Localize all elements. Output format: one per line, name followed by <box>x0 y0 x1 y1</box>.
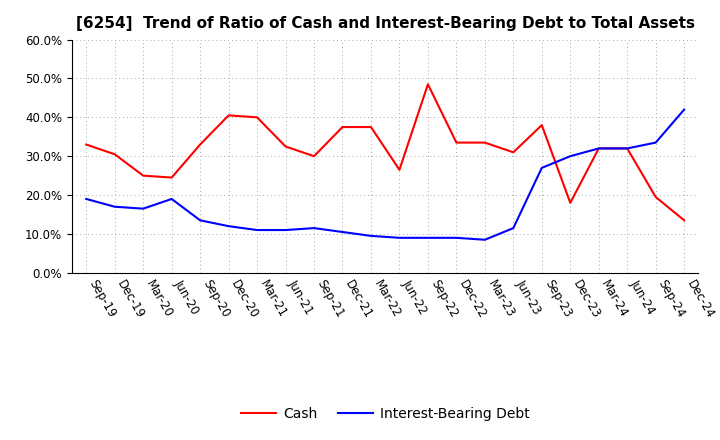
Cash <box>82 142 91 147</box>
Interest-Bearing Debt <box>480 237 489 242</box>
Cash <box>452 140 461 145</box>
Cash <box>196 142 204 147</box>
Interest-Bearing Debt <box>423 235 432 240</box>
Interest-Bearing Debt <box>395 235 404 240</box>
Legend: Cash, Interest-Bearing Debt: Cash, Interest-Bearing Debt <box>235 401 535 426</box>
Cash <box>537 122 546 128</box>
Cash <box>395 167 404 172</box>
Cash <box>282 144 290 149</box>
Interest-Bearing Debt <box>253 227 261 233</box>
Cash <box>167 175 176 180</box>
Interest-Bearing Debt <box>196 218 204 223</box>
Cash <box>110 152 119 157</box>
Interest-Bearing Debt <box>82 196 91 202</box>
Interest-Bearing Debt <box>680 107 688 112</box>
Line: Interest-Bearing Debt: Interest-Bearing Debt <box>86 110 684 240</box>
Cash <box>423 82 432 87</box>
Interest-Bearing Debt <box>110 204 119 209</box>
Interest-Bearing Debt <box>566 154 575 159</box>
Interest-Bearing Debt <box>595 146 603 151</box>
Cash <box>509 150 518 155</box>
Interest-Bearing Debt <box>310 225 318 231</box>
Interest-Bearing Debt <box>537 165 546 170</box>
Title: [6254]  Trend of Ratio of Cash and Interest-Bearing Debt to Total Assets: [6254] Trend of Ratio of Cash and Intere… <box>76 16 695 32</box>
Cash <box>338 125 347 130</box>
Cash <box>595 146 603 151</box>
Interest-Bearing Debt <box>652 140 660 145</box>
Cash <box>652 194 660 200</box>
Cash <box>680 218 688 223</box>
Cash <box>366 125 375 130</box>
Line: Cash: Cash <box>86 84 684 220</box>
Cash <box>253 115 261 120</box>
Interest-Bearing Debt <box>225 224 233 229</box>
Interest-Bearing Debt <box>452 235 461 240</box>
Cash <box>139 173 148 178</box>
Cash <box>480 140 489 145</box>
Cash <box>623 146 631 151</box>
Interest-Bearing Debt <box>338 229 347 235</box>
Interest-Bearing Debt <box>282 227 290 233</box>
Interest-Bearing Debt <box>139 206 148 211</box>
Cash <box>225 113 233 118</box>
Interest-Bearing Debt <box>509 225 518 231</box>
Cash <box>566 200 575 205</box>
Interest-Bearing Debt <box>366 233 375 238</box>
Cash <box>310 154 318 159</box>
Interest-Bearing Debt <box>167 196 176 202</box>
Interest-Bearing Debt <box>623 146 631 151</box>
